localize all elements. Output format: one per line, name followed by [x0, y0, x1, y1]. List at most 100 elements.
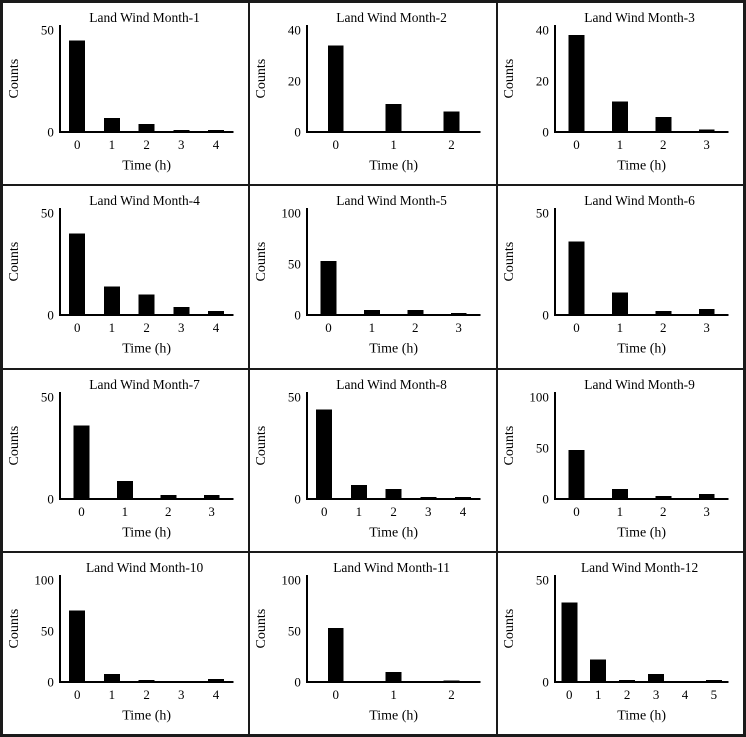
chart-panel-12: Land Wind Month-12 Counts 0 50 0 1 2 3 4 5 Time (h… — [496, 551, 744, 735]
bar-chart-month-6: Land Wind Month-6 Counts 0 50 0 1 2 3 Time (h) — [502, 193, 729, 357]
y-axis-label: Counts — [7, 425, 22, 465]
bar-chart-month-12: Land Wind Month-12 Counts 0 50 0 1 2 3 4 5 Time (h… — [502, 560, 729, 723]
bar-2h — [655, 311, 671, 316]
x-tick-label: 2 — [660, 504, 666, 519]
x-tick-label: 0 — [326, 320, 332, 335]
x-axis-label: Time (h) — [122, 525, 171, 540]
bar-1h — [611, 101, 628, 133]
bar-3h — [173, 307, 190, 316]
bar-0h — [69, 40, 86, 133]
x-tick-label: 1 — [391, 137, 397, 152]
x-axis-label: Time (h) — [122, 708, 171, 723]
y-tick-label: 50 — [288, 257, 301, 272]
chart-panel-3: Land Wind Month-3 Counts 0 20 40 0 1 2 3 Time (h) — [496, 2, 744, 186]
x-tick-label: 0 — [573, 137, 579, 152]
y-axis-label: Counts — [7, 242, 22, 282]
axis-spines — [553, 574, 729, 683]
bar-3h — [420, 496, 437, 499]
x-tick-label: 3 — [178, 320, 184, 335]
chart-panel-11: Land Wind Month-11 Counts 0 50 100 0 1 2 Time (h… — [249, 551, 497, 735]
y-axis-label: Counts — [254, 59, 269, 99]
bar-0h — [560, 602, 577, 682]
x-tick-label: 1 — [391, 687, 397, 702]
y-axis-label: Counts — [502, 425, 517, 465]
x-tick-label: 0 — [321, 504, 327, 519]
x-tick-label: 2 — [143, 137, 149, 152]
y-tick-label: 40 — [288, 23, 301, 38]
x-tick-label: 2 — [449, 687, 455, 702]
chart-panel-2: Land Wind Month-2 Counts 0 20 40 0 1 2 Time (h) — [249, 2, 497, 186]
x-tick-label: 4 — [460, 504, 467, 519]
bar-2h — [443, 111, 460, 133]
chart-panel-7: Land Wind Month-7 Counts 0 50 0 1 2 3 Time (h) — [2, 368, 250, 552]
x-axis-label: Time (h) — [370, 342, 419, 357]
x-tick-label: 3 — [178, 687, 184, 702]
y-tick-label: 0 — [295, 125, 301, 140]
bar-3h — [698, 309, 715, 316]
y-tick-label: 50 — [41, 206, 54, 221]
chart-panel-1: Land Wind Month-1 Counts 0 50 0 1 2 3 4 Time (h) — [2, 2, 250, 186]
y-tick-label: 100 — [282, 572, 301, 587]
bar-2h — [443, 680, 460, 682]
chart-title: Land Wind Month-5 — [337, 193, 448, 208]
x-axis-label: Time (h) — [617, 708, 666, 723]
x-axis-label: Time (h) — [370, 159, 419, 174]
x-tick-label: 2 — [624, 687, 630, 702]
x-tick-label: 5 — [710, 687, 716, 702]
x-axis-label: Time (h) — [370, 525, 419, 540]
y-axis-label: Counts — [254, 608, 269, 648]
x-tick-label: 0 — [333, 137, 339, 152]
bar-1h — [611, 292, 628, 316]
y-tick-label: 0 — [47, 491, 53, 506]
bar-0h — [328, 627, 345, 682]
y-tick-label: 0 — [47, 674, 53, 689]
y-tick-label: 0 — [47, 308, 53, 323]
bar-4h — [208, 311, 224, 316]
y-tick-label: 0 — [542, 491, 548, 506]
y-tick-label: 0 — [542, 674, 548, 689]
y-tick-label: 20 — [288, 74, 301, 89]
bar-2h — [655, 495, 671, 499]
bar-3h — [451, 313, 468, 316]
bar-1h — [385, 104, 402, 133]
chart-title: Land Wind Month-4 — [89, 193, 200, 208]
bar-0h — [73, 425, 90, 499]
y-tick-label: 50 — [288, 623, 301, 638]
x-tick-label: 1 — [109, 320, 115, 335]
bar-2h — [138, 679, 155, 682]
bar-0h — [328, 45, 345, 133]
bar-chart-month-11: Land Wind Month-11 Counts 0 50 100 0 1 2 Time (h… — [254, 560, 481, 723]
chart-panel-8: Land Wind Month-8 Counts 0 50 0 1 2 3 4 Time (h) — [249, 368, 497, 552]
bar-1h — [103, 117, 120, 133]
y-axis-label: Counts — [502, 242, 517, 282]
bar-2h — [138, 295, 155, 316]
x-tick-label: 1 — [109, 137, 115, 152]
y-tick-label: 0 — [542, 125, 548, 140]
x-tick-label: 1 — [369, 320, 375, 335]
x-tick-label: 0 — [573, 504, 579, 519]
y-tick-label: 0 — [47, 125, 53, 140]
x-tick-label: 2 — [660, 137, 666, 152]
bar-1h — [364, 310, 381, 316]
chart-panel-9: Land Wind Month-9 Counts 0 50 100 0 1 2 3 Time (h… — [496, 368, 744, 552]
bar-chart-month-10: Land Wind Month-10 Counts 0 50 100 0 1 2 3 4 Time … — [7, 560, 234, 723]
y-tick-label: 0 — [295, 491, 301, 506]
y-tick-label: 100 — [282, 206, 301, 221]
x-tick-label: 3 — [456, 320, 462, 335]
y-axis-label: Counts — [502, 608, 517, 648]
x-axis-label: Time (h) — [617, 525, 666, 540]
x-tick-label: 0 — [74, 320, 80, 335]
x-tick-label: 3 — [703, 320, 709, 335]
y-axis-label: Counts — [254, 242, 269, 282]
chart-panel-10: Land Wind Month-10 Counts 0 50 100 0 1 2 3 4 Time … — [2, 551, 250, 735]
bar-chart-month-7: Land Wind Month-7 Counts 0 50 0 1 2 3 Time (h) — [7, 377, 234, 540]
chart-panel-4: Land Wind Month-4 Counts 0 50 0 1 2 3 4 Time (h) — [2, 185, 250, 369]
x-tick-label: 4 — [213, 320, 220, 335]
bar-2h — [385, 488, 402, 499]
y-axis-label: Counts — [254, 425, 269, 465]
axis-spines — [306, 391, 481, 500]
x-tick-label: 2 — [449, 137, 455, 152]
axis-spines — [58, 25, 234, 134]
x-tick-label: 0 — [573, 320, 579, 335]
x-tick-label: 3 — [652, 687, 658, 702]
